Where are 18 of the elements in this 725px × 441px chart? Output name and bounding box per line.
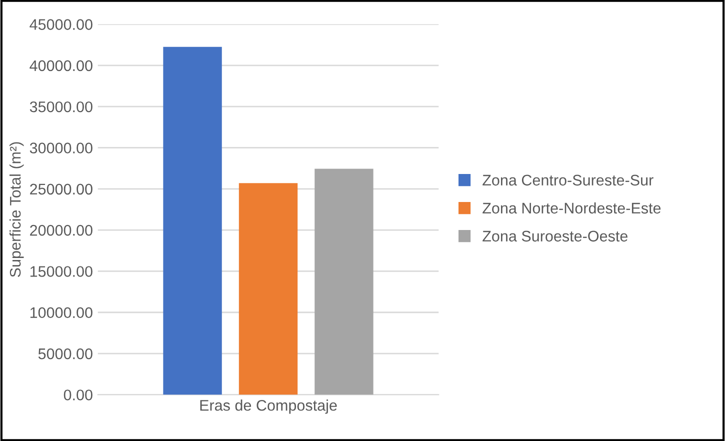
y-tick-label: 25000.00	[30, 184, 92, 195]
y-tick-label: 35000.00	[30, 101, 92, 112]
y-tick-label: 45000.00	[30, 19, 92, 30]
bar	[163, 46, 222, 395]
y-tick-label: 40000.00	[30, 60, 92, 72]
y-tick-label: 10000.00	[30, 307, 92, 318]
legend-label: Zona Norte-Nordeste-Este	[482, 202, 661, 214]
y-tick-label: 0.00	[64, 390, 92, 400]
y-tick-label: 5000.00	[38, 348, 92, 360]
legend-label: Zona Suroeste-Oeste	[482, 230, 628, 242]
y-tick-label: 15000.00	[30, 266, 92, 277]
bar	[314, 168, 374, 395]
x-tick-label: Eras de Compostaje	[200, 400, 337, 414]
y-tick-label: 30000.00	[30, 142, 92, 154]
y-axis-title: Superficie Total (m²)	[10, 142, 24, 277]
y-tick-label: 20000.00	[30, 224, 92, 236]
bar	[238, 183, 298, 395]
legend-label: Zona Centro-Sureste-Sur	[482, 174, 654, 186]
